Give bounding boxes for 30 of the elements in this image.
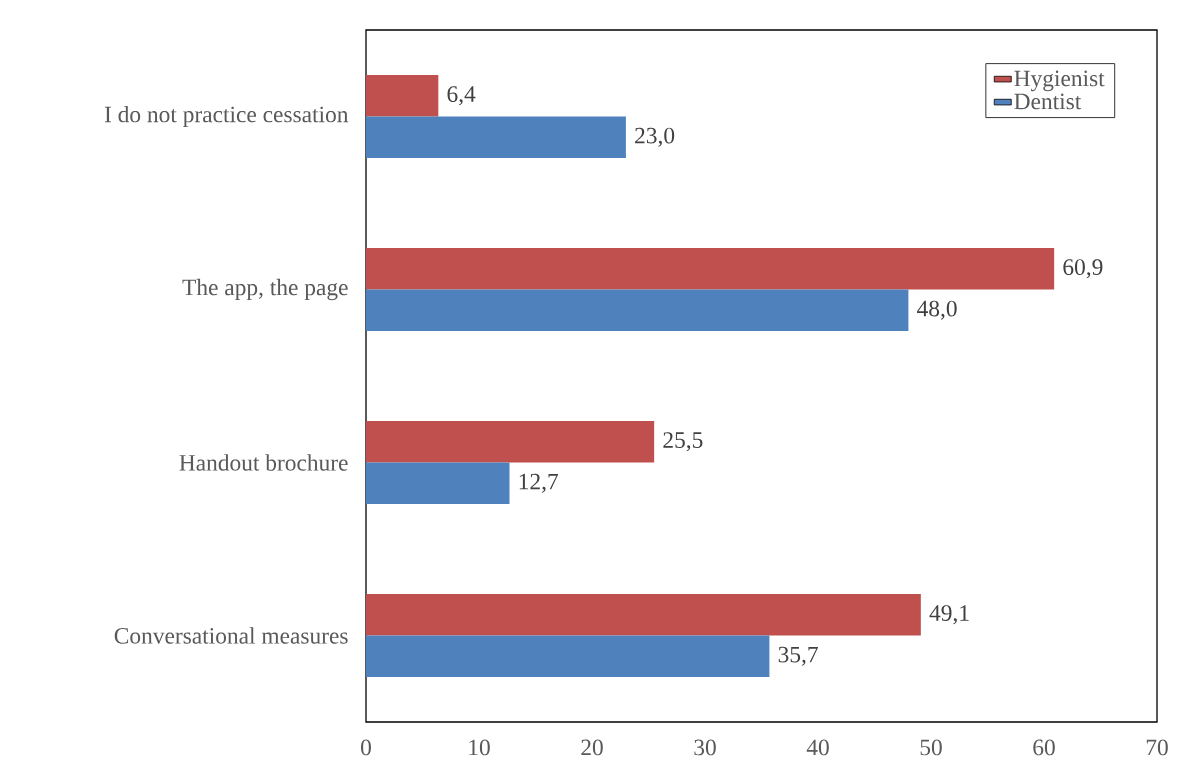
- x-tick-label: 50: [920, 739, 942, 756]
- data-label: 25,5: [663, 432, 703, 452]
- x-tick-label: 30: [694, 739, 716, 756]
- bar: [366, 289, 909, 332]
- bar: [366, 247, 1055, 290]
- bar: [366, 462, 510, 505]
- x-tick-label: 20: [581, 739, 603, 756]
- legend-label: Hygienist: [1014, 70, 1105, 92]
- y-tick-label: The app, the page: [182, 278, 348, 301]
- bar: [366, 593, 921, 636]
- y-tick-label: Conversational measures: [114, 627, 348, 644]
- y-tick-label: I do not practice cessation: [104, 105, 349, 128]
- bar: [366, 635, 770, 678]
- data-label: 60,9: [1063, 259, 1103, 279]
- x-tick-label: 10: [469, 739, 490, 756]
- bar: [366, 74, 439, 117]
- data-label: 12,7: [519, 473, 559, 493]
- data-label: 49,1: [929, 605, 969, 625]
- data-label: 23,0: [635, 127, 675, 147]
- y-tick-label: Handout brochure: [179, 454, 348, 471]
- x-tick-label: 60: [1033, 739, 1055, 756]
- data-label: 6,4: [447, 86, 476, 106]
- data-label: 35,7: [778, 646, 818, 666]
- bar: [366, 420, 655, 463]
- x-tick-label: 0: [361, 739, 371, 756]
- x-tick-label: 40: [806, 739, 829, 756]
- x-tick-label: 70: [1146, 739, 1168, 756]
- data-label: 48,0: [917, 300, 957, 320]
- bar: [366, 116, 626, 159]
- legend-label: Dentist: [1014, 93, 1082, 110]
